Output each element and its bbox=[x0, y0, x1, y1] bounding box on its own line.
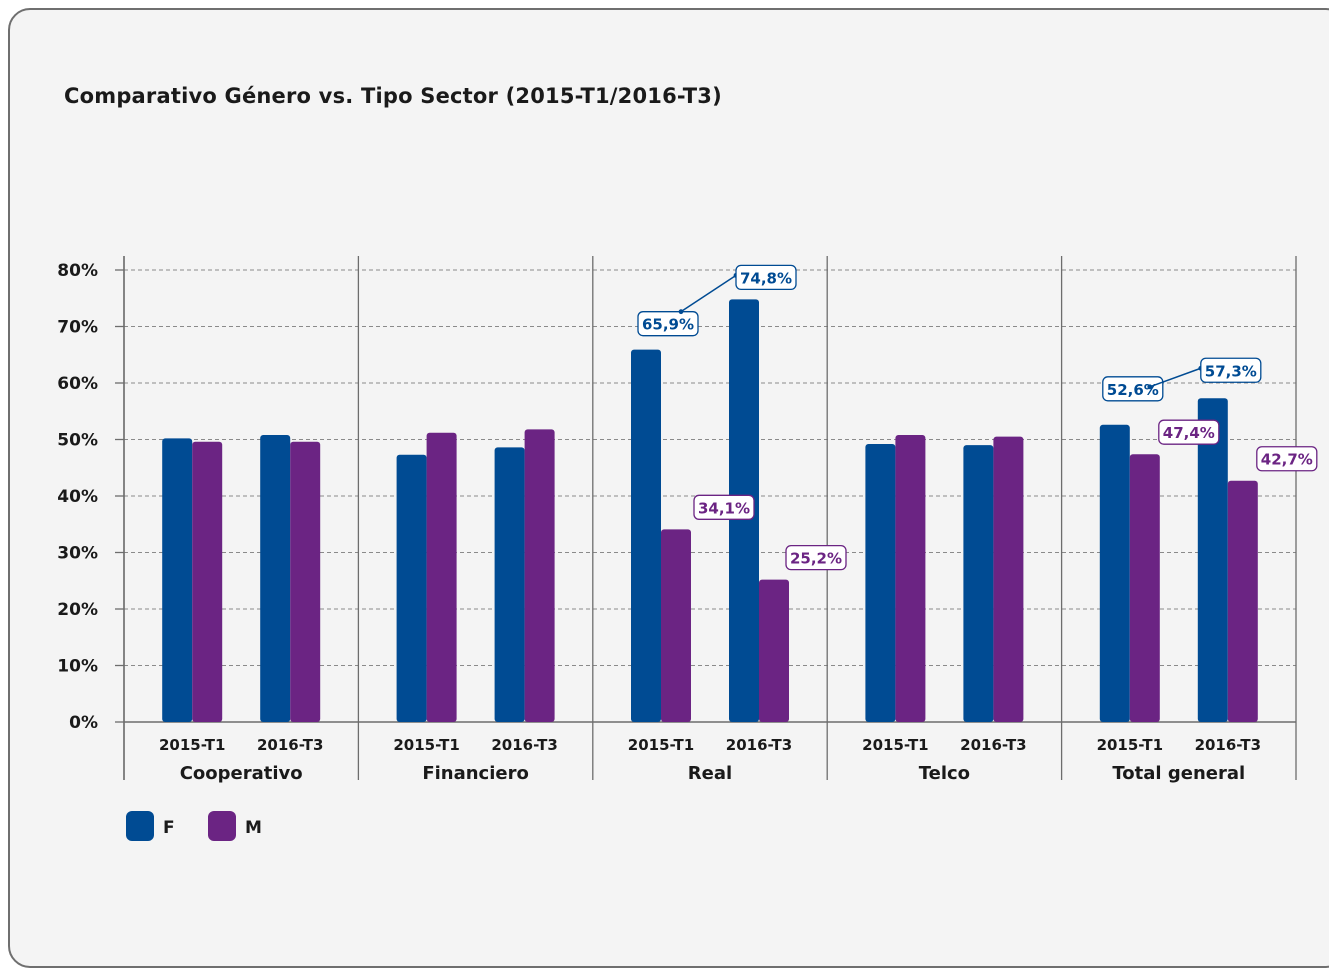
chart-title: Comparativo Género vs. Tipo Sector (2015… bbox=[64, 84, 722, 108]
group-label: Telco bbox=[919, 763, 970, 784]
category-label: 2016-T3 bbox=[726, 736, 792, 754]
bar-m bbox=[895, 434, 926, 722]
data-label-box bbox=[1200, 357, 1262, 383]
data-label: 34,1% bbox=[698, 499, 750, 517]
category-label: 2016-T3 bbox=[257, 736, 323, 754]
legend-swatch-f bbox=[126, 811, 154, 841]
data-label-box bbox=[785, 544, 847, 571]
data-label: 25,2% bbox=[790, 550, 842, 568]
data-label-box bbox=[637, 311, 699, 337]
category-label: 2016-T3 bbox=[491, 736, 557, 754]
bar-f bbox=[162, 438, 193, 722]
y-tick-label: 70% bbox=[57, 318, 98, 338]
y-tick-label: 80% bbox=[57, 261, 98, 281]
legend-swatch-m bbox=[208, 811, 236, 841]
data-label-box bbox=[1256, 446, 1318, 472]
bar-f bbox=[631, 349, 661, 722]
data-label: 52,6% bbox=[1107, 381, 1159, 399]
data-label: 74,8% bbox=[740, 269, 792, 287]
bar-m bbox=[524, 429, 555, 722]
y-tick-label: 10% bbox=[57, 657, 98, 677]
category-label: 2015-T1 bbox=[159, 736, 225, 754]
bar-f bbox=[494, 447, 525, 722]
y-tick-label: 40% bbox=[57, 487, 98, 507]
y-tick-label: 30% bbox=[57, 544, 98, 564]
y-tick-label: 60% bbox=[57, 374, 98, 394]
leader-dot bbox=[678, 309, 684, 315]
bar-m bbox=[192, 441, 223, 722]
group-label: Real bbox=[688, 763, 732, 784]
category-label: 2015-T1 bbox=[862, 736, 928, 754]
data-label-box bbox=[735, 264, 797, 291]
y-tick-label: 50% bbox=[57, 431, 98, 451]
category-label: 2016-T3 bbox=[960, 736, 1026, 754]
data-label: 57,3% bbox=[1205, 362, 1257, 380]
leader-line bbox=[680, 274, 737, 313]
category-label: 2015-T1 bbox=[1097, 736, 1163, 754]
data-label-box bbox=[693, 494, 755, 520]
category-label: 2015-T1 bbox=[393, 736, 459, 754]
group-label: Cooperativo bbox=[180, 763, 303, 784]
y-tick-label: 0% bbox=[69, 713, 98, 733]
bar-f bbox=[396, 454, 427, 722]
data-label: 47,4% bbox=[1163, 424, 1215, 442]
bar-f bbox=[865, 444, 896, 722]
data-label: 42,7% bbox=[1261, 451, 1313, 469]
bar-f bbox=[1197, 398, 1228, 722]
category-label: 2016-T3 bbox=[1195, 736, 1261, 754]
group-label: Financiero bbox=[422, 763, 529, 784]
bar-m bbox=[426, 432, 457, 722]
data-label: 65,9% bbox=[642, 316, 694, 334]
bar-f bbox=[1099, 424, 1130, 722]
category-label: 2015-T1 bbox=[628, 736, 694, 754]
bar-f bbox=[260, 434, 291, 722]
bar-m bbox=[993, 436, 1024, 722]
legend-label-f: F bbox=[163, 818, 175, 838]
bar-m bbox=[1129, 454, 1160, 722]
bar-m bbox=[1227, 480, 1258, 722]
data-label-box bbox=[1102, 376, 1164, 402]
bar-m bbox=[759, 579, 789, 722]
bar-m bbox=[290, 441, 321, 722]
legend-label-m: M bbox=[245, 818, 262, 838]
group-label: Total general bbox=[1112, 763, 1245, 784]
leader-line bbox=[1149, 367, 1202, 388]
leader-dot bbox=[1147, 384, 1153, 390]
data-label-box bbox=[1158, 419, 1220, 445]
bar-m bbox=[661, 529, 691, 722]
bar-f bbox=[963, 445, 994, 722]
y-tick-label: 20% bbox=[57, 600, 98, 620]
